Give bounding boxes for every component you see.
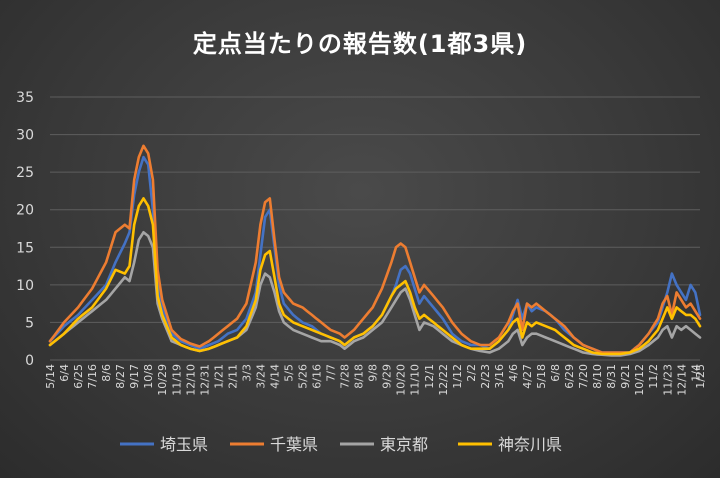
y-tick-label: 35 bbox=[16, 90, 34, 106]
y-tick-label: 25 bbox=[16, 165, 34, 181]
x-tick-label: 11/19 bbox=[170, 364, 183, 396]
x-tick-label: 3/24 bbox=[254, 364, 267, 389]
x-tick-label: 4/6 bbox=[507, 364, 520, 382]
series-line bbox=[48, 197, 702, 356]
chart-title: 定点当たりの報告数(1都3県) bbox=[192, 30, 528, 58]
x-tick-label: 10/29 bbox=[156, 364, 169, 396]
x-tick-label: 8/10 bbox=[591, 364, 604, 389]
y-tick-label: 0 bbox=[25, 353, 34, 369]
x-tick-label: 4/14 bbox=[268, 364, 281, 389]
x-tick-label: 8/6 bbox=[100, 364, 113, 382]
series-line bbox=[48, 144, 702, 354]
x-tick-label: 3/16 bbox=[493, 364, 506, 389]
x-tick-label: 7/16 bbox=[86, 364, 99, 389]
x-tick-label: 9/8 bbox=[367, 364, 380, 382]
x-tick-label: 6/16 bbox=[311, 364, 324, 389]
x-tick-label: 12/22 bbox=[437, 364, 450, 396]
x-tick-label: 5/5 bbox=[282, 364, 295, 382]
x-tick-label: 5/14 bbox=[44, 364, 57, 389]
x-tick-label: 12/1 bbox=[423, 364, 436, 389]
x-tick-label: 3/3 bbox=[240, 364, 253, 382]
x-tick-label: 10/20 bbox=[395, 364, 408, 396]
legend-label: 神奈川県 bbox=[498, 435, 562, 454]
x-tick-label: 6/29 bbox=[563, 364, 576, 389]
x-tick-label: 7/20 bbox=[577, 364, 590, 389]
x-tick-label: 10/12 bbox=[633, 364, 646, 396]
y-tick-label: 5 bbox=[25, 315, 34, 331]
x-tick-label: 2/2 bbox=[465, 364, 478, 382]
x-tick-label: 8/31 bbox=[605, 364, 618, 389]
x-tick-label: 11/23 bbox=[661, 364, 674, 396]
x-tick-label: 8/27 bbox=[114, 364, 127, 389]
legend-label: 千葉県 bbox=[270, 435, 318, 454]
x-tick-label: 6/8 bbox=[549, 364, 562, 382]
x-tick-label: 6/4 bbox=[58, 364, 71, 382]
x-tick-label: 1/12 bbox=[451, 364, 464, 389]
x-tick-label: 1/4 bbox=[689, 364, 702, 382]
x-tick-label: 12/14 bbox=[675, 364, 688, 396]
x-tick-label: 10/8 bbox=[142, 364, 155, 389]
x-tick-label: 5/18 bbox=[535, 364, 548, 389]
x-tick-label: 1/21 bbox=[212, 364, 225, 389]
x-tick-label: 1/25 bbox=[694, 364, 707, 389]
x-tick-label: 12/31 bbox=[198, 364, 211, 396]
x-tick-label: 4/27 bbox=[521, 364, 534, 389]
y-tick-label: 20 bbox=[16, 203, 34, 219]
x-tick-label: 11/10 bbox=[409, 364, 422, 396]
x-tick-label: 8/18 bbox=[353, 364, 366, 389]
x-tick-label: 6/25 bbox=[72, 364, 85, 389]
legend-label: 東京都 bbox=[380, 435, 428, 454]
y-tick-label: 15 bbox=[16, 240, 34, 256]
y-tick-label: 30 bbox=[16, 128, 34, 144]
x-tick-label: 12/10 bbox=[184, 364, 197, 396]
x-tick-label: 9/29 bbox=[381, 364, 394, 389]
x-tick-label: 2/11 bbox=[226, 364, 239, 389]
x-tick-label: 9/21 bbox=[619, 364, 632, 389]
legend-label: 埼玉県 bbox=[160, 435, 208, 454]
x-tick-label: 11/2 bbox=[647, 364, 660, 389]
x-tick-label: 9/17 bbox=[128, 364, 141, 389]
series-line bbox=[48, 231, 702, 357]
x-tick-label: 2/23 bbox=[479, 364, 492, 389]
x-tick-label: 5/26 bbox=[297, 364, 310, 389]
y-tick-label: 10 bbox=[16, 278, 34, 294]
x-tick-label: 7/28 bbox=[339, 364, 352, 389]
x-tick-label: 7/7 bbox=[325, 364, 338, 382]
